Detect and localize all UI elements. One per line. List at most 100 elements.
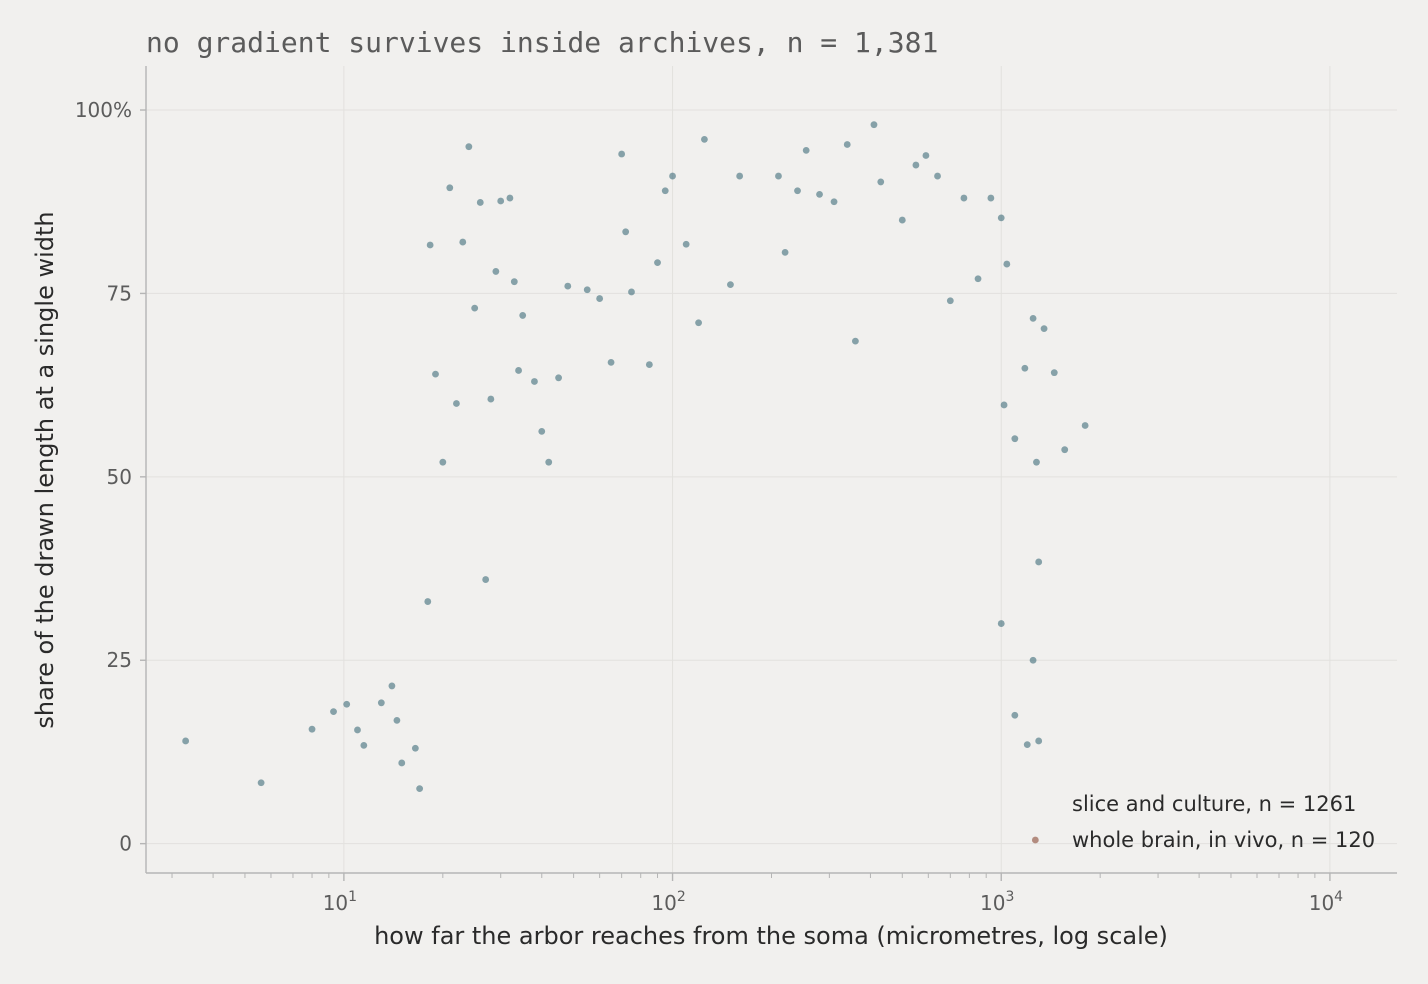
slice-culture-point (736, 172, 744, 180)
slice-culture-point (1033, 458, 1040, 466)
legend-label-whole: whole brain, in vivo, n = 120 (1072, 828, 1375, 852)
slice-culture-point (583, 286, 591, 294)
y-tick-label: 100% (75, 98, 132, 122)
y-tick-labels: 0 25 50 75 100% (75, 98, 132, 856)
slice-culture-point (695, 319, 702, 327)
slice-culture-point (1011, 435, 1019, 443)
slice-culture-point (960, 194, 968, 202)
slice-culture-point (661, 187, 669, 195)
slice-culture-point (476, 199, 484, 206)
slice-culture-point (257, 779, 265, 787)
chart-title: no gradient survives inside archives, n … (146, 26, 938, 59)
slice-culture-point (1011, 711, 1019, 719)
slice-culture-point (912, 161, 920, 169)
legend: slice and culture, n = 1261 whole brain,… (1072, 792, 1375, 852)
x-tick-labels: 101 102 103 104 (323, 889, 1343, 915)
slice-culture-point (997, 620, 1005, 627)
slice-culture-point (471, 304, 479, 312)
slice-culture-point (424, 598, 432, 605)
slice-culture-point (997, 214, 1005, 222)
whole-brain-point (1031, 836, 1039, 844)
slice-culture-point (510, 278, 518, 286)
y-tick-label: 0 (119, 832, 132, 856)
slice-culture-point (870, 121, 878, 129)
slice-culture-point (1061, 446, 1069, 454)
slice-culture-point (1050, 369, 1058, 377)
slice-culture-point (802, 146, 810, 154)
grid-lines (146, 66, 1397, 873)
x-tick-label: 102 (651, 889, 685, 915)
slice-culture-point (898, 216, 906, 224)
slice-culture-point (1029, 656, 1037, 664)
y-axis-label: share of the drawn length at a single wi… (31, 211, 59, 728)
y-tick-label: 75 (107, 281, 132, 305)
slice-culture-point (682, 240, 690, 248)
slice-culture-point (564, 282, 572, 290)
slice-culture-point (360, 741, 368, 749)
slice-culture-point (388, 682, 396, 690)
slice-culture-point (701, 135, 708, 143)
slice-culture-point (877, 178, 885, 186)
slice-culture-point (852, 337, 859, 345)
slice-culture-point (453, 400, 460, 407)
slice-culture-point (974, 275, 982, 283)
slice-culture-point (654, 259, 661, 267)
slice-culture-point (1003, 260, 1011, 268)
slice-culture-point (330, 708, 337, 715)
slice-culture-point (531, 378, 538, 385)
y-tick-label: 25 (107, 648, 132, 672)
slice-culture-point (781, 248, 789, 256)
slice-culture-point (1040, 325, 1048, 333)
slice-culture-point (377, 699, 385, 707)
slice-culture-point (669, 172, 676, 180)
slice-culture-point (411, 744, 419, 752)
slice-culture-point (946, 297, 954, 305)
slice-culture-point (555, 374, 562, 382)
slice-culture-point (1021, 364, 1029, 372)
slice-culture-point (628, 288, 635, 296)
slice-culture-point (487, 395, 495, 403)
slice-culture-point (775, 172, 782, 180)
slice-culture-point (794, 187, 801, 195)
slice-culture-point (506, 194, 514, 202)
slice-culture-point (439, 458, 447, 466)
slice-culture-point (1023, 741, 1031, 749)
slice-culture-point (987, 194, 995, 202)
slice-culture-point (432, 370, 439, 378)
slice-culture-point (816, 190, 823, 198)
slice-culture-point (492, 268, 500, 275)
legend-label-slice: slice and culture, n = 1261 (1072, 792, 1356, 816)
slice-culture-point (727, 281, 734, 289)
slice-culture-point (393, 717, 401, 724)
slice-culture-point (1029, 314, 1037, 322)
slice-culture-point (545, 458, 553, 466)
x-tick-label: 101 (323, 889, 357, 915)
slice-culture-point (622, 228, 630, 236)
y-tick-label: 50 (107, 465, 132, 489)
slice-culture-point (343, 700, 351, 708)
slice-culture-point (515, 367, 522, 374)
slice-culture-point (182, 737, 190, 745)
slice-culture-point (398, 759, 406, 767)
slice-culture-point (497, 197, 505, 205)
slice-culture-point (459, 238, 467, 246)
slice-culture-point (830, 198, 838, 206)
x-tick-label: 103 (980, 889, 1014, 915)
slice-culture-point (354, 726, 361, 734)
x-axis-label: how far the arbor reaches from the soma … (374, 922, 1168, 950)
slice-culture-point (308, 725, 316, 733)
slice-culture-point (519, 312, 527, 319)
slice-culture-point (1035, 737, 1043, 745)
slice-culture-point (1000, 401, 1008, 409)
slice-culture-point (446, 184, 454, 192)
slice-culture-point (465, 143, 473, 151)
slice-culture-point (618, 150, 626, 158)
slice-culture-point (607, 358, 615, 366)
axes (140, 66, 1397, 881)
slice-culture-point (645, 361, 653, 368)
x-tick-label: 104 (1309, 889, 1343, 915)
slice-culture-point (843, 141, 851, 148)
slice-culture-point (426, 241, 434, 249)
